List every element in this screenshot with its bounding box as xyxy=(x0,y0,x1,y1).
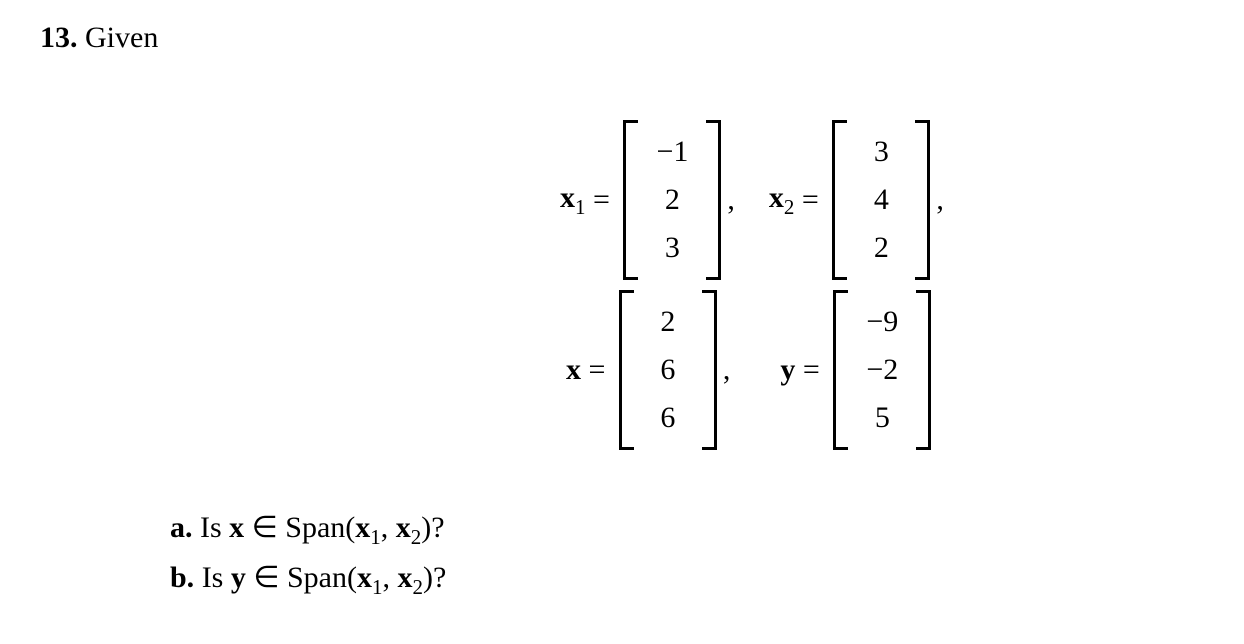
vector-row-1: x1 = −1 2 3 , x2 = 3 4 2 xyxy=(560,120,944,280)
equals-sign: = xyxy=(581,353,613,387)
comma: , xyxy=(936,183,944,217)
part-b-mid: ∈ Span( xyxy=(246,561,357,594)
x2-entries: 3 4 2 xyxy=(853,120,909,280)
x2-entry-2: 2 xyxy=(863,224,899,272)
y-entry-2: 5 xyxy=(864,394,900,442)
x1-entry-2: 3 xyxy=(654,224,690,272)
y-entry-1: −2 xyxy=(864,346,900,394)
x1-entry-0: −1 xyxy=(654,128,690,176)
y-vector: −9 −2 5 xyxy=(833,290,931,450)
y-entries: −9 −2 5 xyxy=(854,290,910,450)
bracket-left xyxy=(619,290,640,450)
bracket-right xyxy=(700,120,721,280)
equals-sign: = xyxy=(794,183,826,217)
x2-entry-0: 3 xyxy=(863,128,899,176)
bracket-right xyxy=(909,120,930,280)
part-b-pre: Is xyxy=(194,561,231,594)
x-entry-1: 6 xyxy=(650,346,686,394)
x-entries: 2 6 6 xyxy=(640,290,696,450)
x2-label-bold: x xyxy=(769,181,784,214)
x1-vector: −1 2 3 xyxy=(623,120,721,280)
part-a-span2b: x xyxy=(396,511,411,544)
comma: , xyxy=(727,183,735,217)
x2-entry-1: 4 xyxy=(863,176,899,224)
part-b-span1b: x xyxy=(357,561,372,594)
part-a-span2s: 2 xyxy=(411,525,422,549)
given-word: Given xyxy=(85,21,158,54)
vectors-block: x1 = −1 2 3 , x2 = 3 4 2 xyxy=(560,120,944,460)
x-vector: 2 6 6 xyxy=(619,290,717,450)
y-label-bold: y xyxy=(780,353,795,386)
problem-number: 13. xyxy=(40,21,78,54)
x1-entry-1: 2 xyxy=(654,176,690,224)
x2-label-sub: 2 xyxy=(784,195,795,219)
bracket-left xyxy=(832,120,853,280)
part-b-sep: , xyxy=(382,561,397,594)
part-b-span1s: 1 xyxy=(372,575,383,599)
equals-sign: = xyxy=(795,353,827,387)
x1-label: x1 xyxy=(560,181,586,220)
x-entry-0: 2 xyxy=(650,298,686,346)
problem-heading: 13. Given xyxy=(40,20,1204,56)
part-a-span1b: x xyxy=(355,511,370,544)
x2-label: x2 xyxy=(769,181,795,220)
part-a-sep: , xyxy=(381,511,396,544)
part-b-var: y xyxy=(231,561,246,594)
part-a-var: x xyxy=(229,511,244,544)
part-b-label: b. xyxy=(170,561,194,594)
part-b: b. Is y ∈ Span(x1, x2)? xyxy=(170,560,446,600)
part-a-post: )? xyxy=(421,511,444,544)
part-a-span1s: 1 xyxy=(370,525,381,549)
part-b-span2s: 2 xyxy=(412,575,423,599)
x1-label-bold: x xyxy=(560,181,575,214)
equals-sign: = xyxy=(586,183,618,217)
x-label-bold: x xyxy=(566,353,581,386)
page: 13. Given x1 = −1 2 3 , x2 = xyxy=(0,0,1244,644)
bracket-left xyxy=(623,120,644,280)
part-b-post: )? xyxy=(423,561,446,594)
bracket-right xyxy=(696,290,717,450)
x1-label-sub: 1 xyxy=(575,195,586,219)
part-a-label: a. xyxy=(170,511,193,544)
x2-vector: 3 4 2 xyxy=(832,120,930,280)
x1-entries: −1 2 3 xyxy=(644,120,700,280)
x-label: x xyxy=(566,353,581,387)
bracket-left xyxy=(833,290,854,450)
bracket-right xyxy=(910,290,931,450)
y-entry-0: −9 xyxy=(864,298,900,346)
y-label: y xyxy=(780,353,795,387)
vector-row-2: x = 2 6 6 , y = −9 −2 5 xyxy=(560,290,944,450)
sub-questions: a. Is x ∈ Span(x1, x2)? b. Is y ∈ Span(x… xyxy=(170,510,446,610)
x-entry-2: 6 xyxy=(650,394,686,442)
part-a: a. Is x ∈ Span(x1, x2)? xyxy=(170,510,446,550)
comma: , xyxy=(723,353,731,387)
part-a-mid: ∈ Span( xyxy=(244,511,355,544)
part-a-pre: Is xyxy=(193,511,230,544)
part-b-span2b: x xyxy=(397,561,412,594)
